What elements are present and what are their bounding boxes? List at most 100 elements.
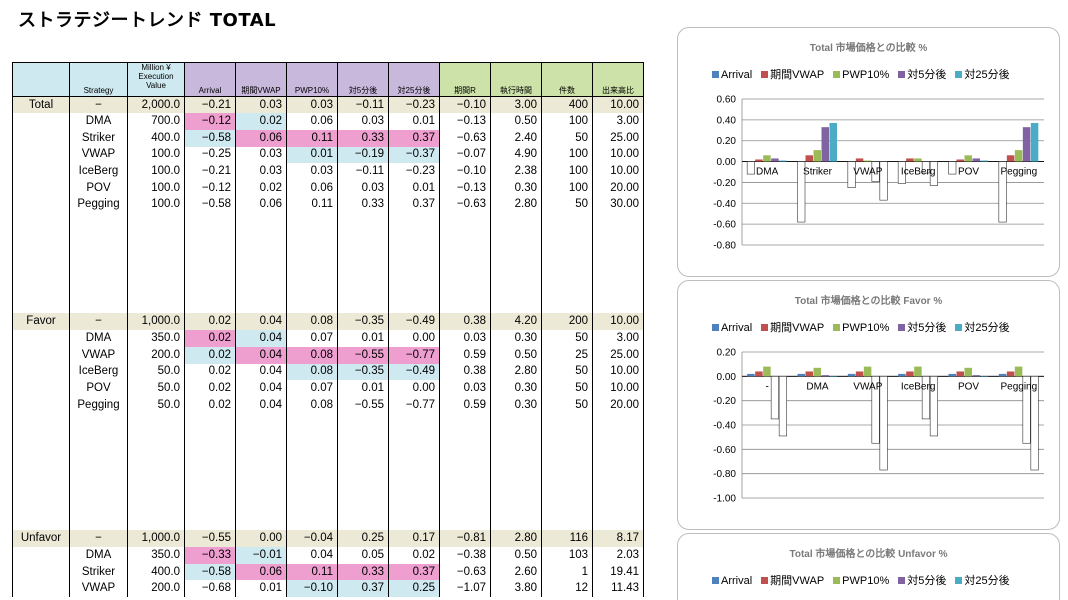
cell-pwp [286,213,338,230]
strategy-cell: VWAP [69,346,128,364]
header-tai5: 対5分後 [337,62,389,97]
cell-ratio [592,480,644,497]
legend-item: Arrival [712,69,752,81]
cell-time [490,263,542,281]
table-row: IceBerg 50.0 0.02 0.04 0.08 −0.35 −0.49 0.38 2.8… [12,363,644,381]
cell-t25: −0.23 [388,96,440,114]
x-tick-label: - [765,381,768,392]
cell-t25: 0.00 [388,380,440,397]
table-row: DMA 350.0 0.02 0.04 0.07 0.01 0.00 0.03 0.30 50 3.… [12,330,644,347]
strategy-cell [69,480,128,497]
group-label [12,413,70,431]
cell-pwp [286,296,338,314]
bar-tai5 [871,161,880,182]
bar-arrival [998,161,1007,223]
cell-time [490,463,542,481]
bar-tai25 [929,376,938,437]
cell-count [541,296,593,314]
legend-item: 期間VWAP [761,322,824,334]
bar-tai5 [821,127,829,162]
cell-vwap: 0.04 [235,396,287,414]
cell-value [127,446,185,464]
bar-arrival [897,161,906,184]
cell-t25: 0.25 [388,580,440,598]
cell-arrival: −0.58 [184,563,236,581]
chart-title-favor: Total 市場価格との比較 Favor % [794,296,943,307]
group-label [12,113,70,130]
legend-swatch [712,324,719,331]
cell-arrival: −0.12 [184,113,236,130]
cell-t25: −0.23 [388,163,440,180]
cell-ratio: 25.00 [592,346,644,364]
cell-time: 3.80 [490,580,542,598]
bar-tai25 [879,161,888,201]
legend-item: PWP10% [833,322,889,334]
cell-pwp: −0.04 [286,530,338,548]
cell-pwp [286,463,338,481]
bar-tai5 [921,161,930,174]
group-label [12,163,70,180]
table-total-row: Favor −1,000.0 0.02 0.04 0.08 −0.35 −0.49 0.38 4… [12,313,644,331]
cell-count: 50 [541,129,593,147]
y-tick-label: 0.60 [717,95,737,106]
cell-t5: 0.33 [337,196,389,214]
bar-kikan_vwap [805,371,813,377]
cell-arrival: −0.55 [184,530,236,548]
cell-t25: −0.37 [388,146,440,164]
y-tick-label: -0.20 [713,396,736,407]
cell-r [439,480,491,497]
cell-t5 [337,296,389,314]
cell-time: 0.50 [490,547,542,564]
bar-arrival [948,161,957,175]
cell-ratio: 10.00 [592,146,644,164]
bar-pwp10 [914,158,922,162]
legend-item: Arrival [712,575,752,587]
cell-r [439,463,491,481]
x-tick-label: POV [958,167,979,178]
cell-value [127,463,185,481]
group-label [12,346,70,364]
y-tick-label: 0.40 [717,115,737,126]
group-label: Favor [12,313,70,331]
legend-label: 対5分後 [907,575,947,587]
cell-t25: 0.37 [388,196,440,214]
cell-arrival: −0.21 [184,163,236,180]
table-row: VWAP 200.0 −0.68 0.01 −0.10 0.37 0.25 −1.07 3.80… [12,580,644,598]
bar-tai25 [829,376,837,377]
table-row: Pegging 50.0 0.02 0.04 0.08 −0.55 −0.77 0.59 0.3… [12,396,644,414]
strategy-cell [69,513,128,531]
cell-value [127,280,185,297]
strategy-cell: Striker [69,563,128,581]
strategy-cell [69,497,128,514]
strategy-cell [69,296,128,314]
cell-arrival: −0.33 [184,547,236,564]
table-row [12,497,644,514]
group-label [12,330,70,347]
legend-swatch [833,577,841,584]
group-label [12,430,70,447]
bar-kikan_vwap [805,155,813,162]
cell-t5: 0.01 [337,380,389,397]
bar-kikan_vwap [1006,371,1015,377]
bar-kikan_vwap [906,158,914,162]
cell-value: 100.0 [127,163,185,180]
bar-pwp10 [813,367,821,377]
cell-value [127,480,185,497]
bar-arrival [847,161,856,188]
cell-vwap [235,463,287,481]
x-tick-label: Pegging [1000,167,1037,178]
legend-swatch [712,577,719,584]
bar-kikan_vwap [956,159,964,162]
group-label [12,380,70,397]
group-label [12,547,70,564]
cell-t25 [388,413,440,431]
cell-count: 50 [541,330,593,347]
cell-ratio: 3.00 [592,113,644,130]
table-row: Striker 400.0 −0.58 0.06 0.11 0.33 0.37 −0.63 2.… [12,129,644,147]
cell-vwap: 0.00 [235,530,287,548]
legend-swatch [712,71,719,78]
cell-ratio: 10.00 [592,163,644,180]
cell-ratio: 10.00 [592,313,644,331]
cell-t5: −0.55 [337,346,389,364]
legend-item: 対5分後 [898,69,946,81]
